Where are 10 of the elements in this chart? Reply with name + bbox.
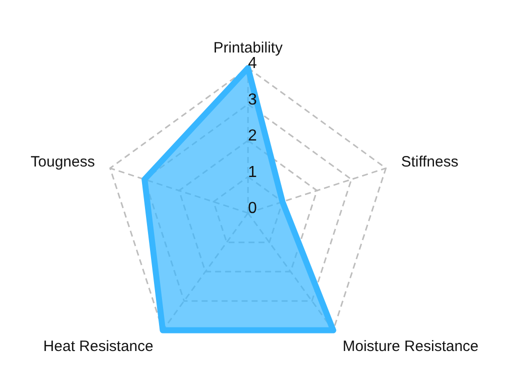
- y-tick-label: 1: [248, 164, 257, 181]
- y-tick-label: 2: [248, 128, 257, 144]
- y-tick-label: 3: [248, 91, 257, 108]
- y-tick-label: 4: [248, 55, 257, 72]
- spoke-label: Heat Resistance: [43, 338, 154, 355]
- y-tick-label: 0: [248, 200, 257, 217]
- spoke-label: Moisture Resistance: [342, 338, 479, 355]
- spoke-label: Stiffness: [401, 154, 458, 171]
- spoke-label: Printability: [213, 40, 284, 56]
- spoke-label: Tougness: [30, 154, 95, 171]
